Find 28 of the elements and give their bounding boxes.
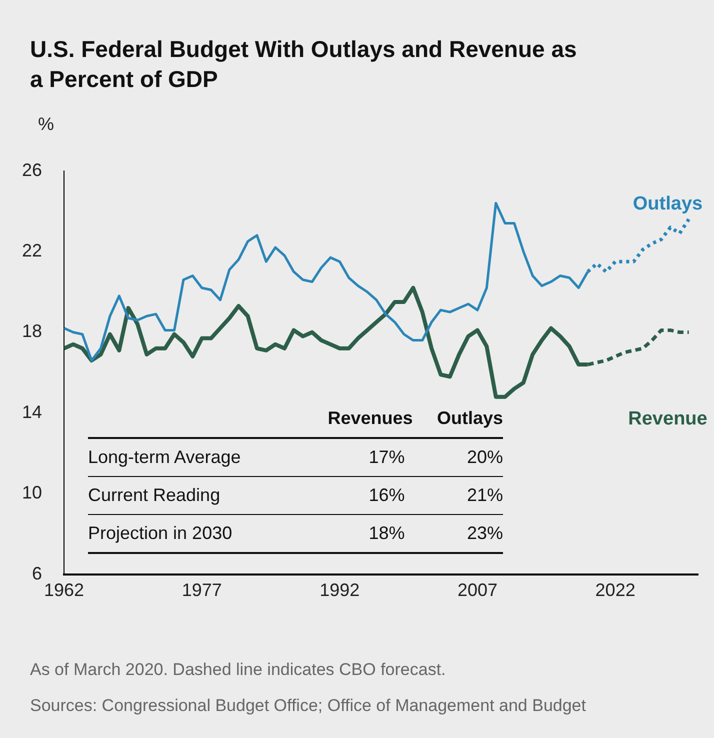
annotation: 23% [466, 522, 503, 545]
y-tick-label: 10 [22, 482, 42, 503]
y-tick-label: 26 [22, 160, 42, 180]
y-tick-label: 18 [22, 321, 42, 342]
annotation: Projection in 2030 [88, 522, 234, 545]
annotation: 21% [466, 484, 503, 507]
annotation: Long-term Average [88, 446, 242, 469]
x-tick-label: 1992 [320, 580, 360, 600]
x-tick-label: 1977 [182, 580, 222, 600]
y-tick-label: 6 [32, 563, 42, 584]
source-note: Sources: Congressional Budget Office; Office of Management and Budget [30, 696, 586, 716]
x-tick-label: 1962 [44, 580, 84, 600]
annotation: Current Reading [88, 484, 222, 507]
text: Revenue [628, 408, 708, 430]
annotation: Outlays [436, 407, 503, 430]
annotation: 20% [466, 446, 503, 469]
y-tick-label: 14 [22, 402, 42, 422]
annotation: 16% [368, 484, 406, 507]
x-tick-label: 2007 [457, 580, 498, 600]
chart-title: U.S. Federal Budget With Outlays and Revenue as a Percent of GDP [30, 35, 578, 94]
annotation: Revenues [326, 407, 413, 430]
text: As of March 2020. Dashed line indicates CBO forecast. [30, 660, 446, 680]
annotation: 18% [368, 522, 406, 545]
x-tick-label: 2022 [595, 580, 636, 600]
annotation: 17% [368, 446, 406, 469]
y-axis-title: % [38, 114, 54, 135]
text: Outlays [632, 194, 703, 215]
y-tick-label: 22 [22, 240, 42, 260]
